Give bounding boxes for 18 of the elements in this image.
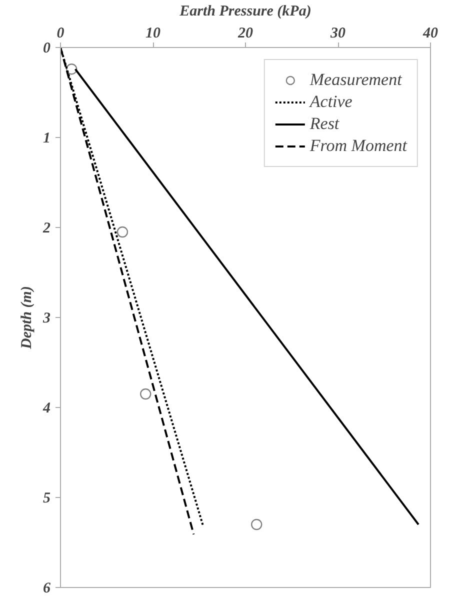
x-tick-label: 30 xyxy=(330,26,346,42)
legend-label: From Moment xyxy=(310,136,407,156)
x-tick-label: 0 xyxy=(56,26,65,42)
y-tick-label: 5 xyxy=(43,490,51,506)
x-axis-title: Earth Pressure (kPa) xyxy=(178,4,312,20)
y-tick-label: 0 xyxy=(43,40,51,56)
x-tick-label: 40 xyxy=(422,26,438,42)
y-tick-label: 6 xyxy=(43,580,51,596)
y-tick-label: 2 xyxy=(42,220,51,236)
y-tick-label: 1 xyxy=(43,130,50,146)
x-tick-label: 10 xyxy=(146,26,161,42)
y-tick-label: 4 xyxy=(42,400,51,416)
y-axis-title: Depth (m) xyxy=(19,286,35,350)
y-tick-label: 3 xyxy=(42,310,51,326)
legend-label: Rest xyxy=(310,114,340,134)
legend-label: Active xyxy=(310,92,352,112)
x-tick-label: 20 xyxy=(237,26,254,42)
legend-label: Measurement xyxy=(310,70,402,90)
